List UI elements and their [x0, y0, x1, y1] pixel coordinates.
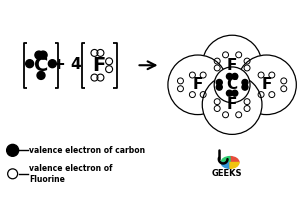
Ellipse shape	[226, 90, 232, 96]
Ellipse shape	[37, 72, 45, 79]
Text: F: F	[93, 56, 106, 75]
Ellipse shape	[232, 90, 238, 96]
Text: valence electron of
Fluorine: valence electron of Fluorine	[29, 164, 113, 184]
Ellipse shape	[39, 51, 47, 59]
Ellipse shape	[26, 60, 34, 68]
Ellipse shape	[48, 60, 56, 68]
Ellipse shape	[237, 55, 296, 115]
Ellipse shape	[242, 84, 248, 90]
Ellipse shape	[7, 144, 19, 156]
Text: + 4: + 4	[53, 57, 82, 72]
Text: valence electron of carbon: valence electron of carbon	[29, 146, 146, 155]
Text: F: F	[227, 58, 237, 72]
Text: F: F	[227, 97, 237, 112]
Text: GEEKS: GEEKS	[212, 169, 242, 178]
Ellipse shape	[202, 75, 262, 134]
Wedge shape	[230, 163, 239, 168]
Wedge shape	[221, 163, 230, 168]
Ellipse shape	[35, 51, 43, 59]
Ellipse shape	[202, 35, 262, 95]
Ellipse shape	[242, 79, 248, 85]
Text: C: C	[34, 56, 48, 75]
Wedge shape	[230, 157, 239, 163]
Wedge shape	[221, 157, 230, 163]
Text: F: F	[261, 77, 272, 92]
Ellipse shape	[226, 73, 232, 79]
Text: F: F	[193, 77, 203, 92]
Ellipse shape	[232, 73, 238, 79]
Ellipse shape	[216, 84, 222, 90]
Ellipse shape	[168, 55, 228, 115]
Ellipse shape	[216, 79, 222, 85]
Ellipse shape	[214, 67, 250, 103]
Text: C: C	[226, 77, 238, 92]
